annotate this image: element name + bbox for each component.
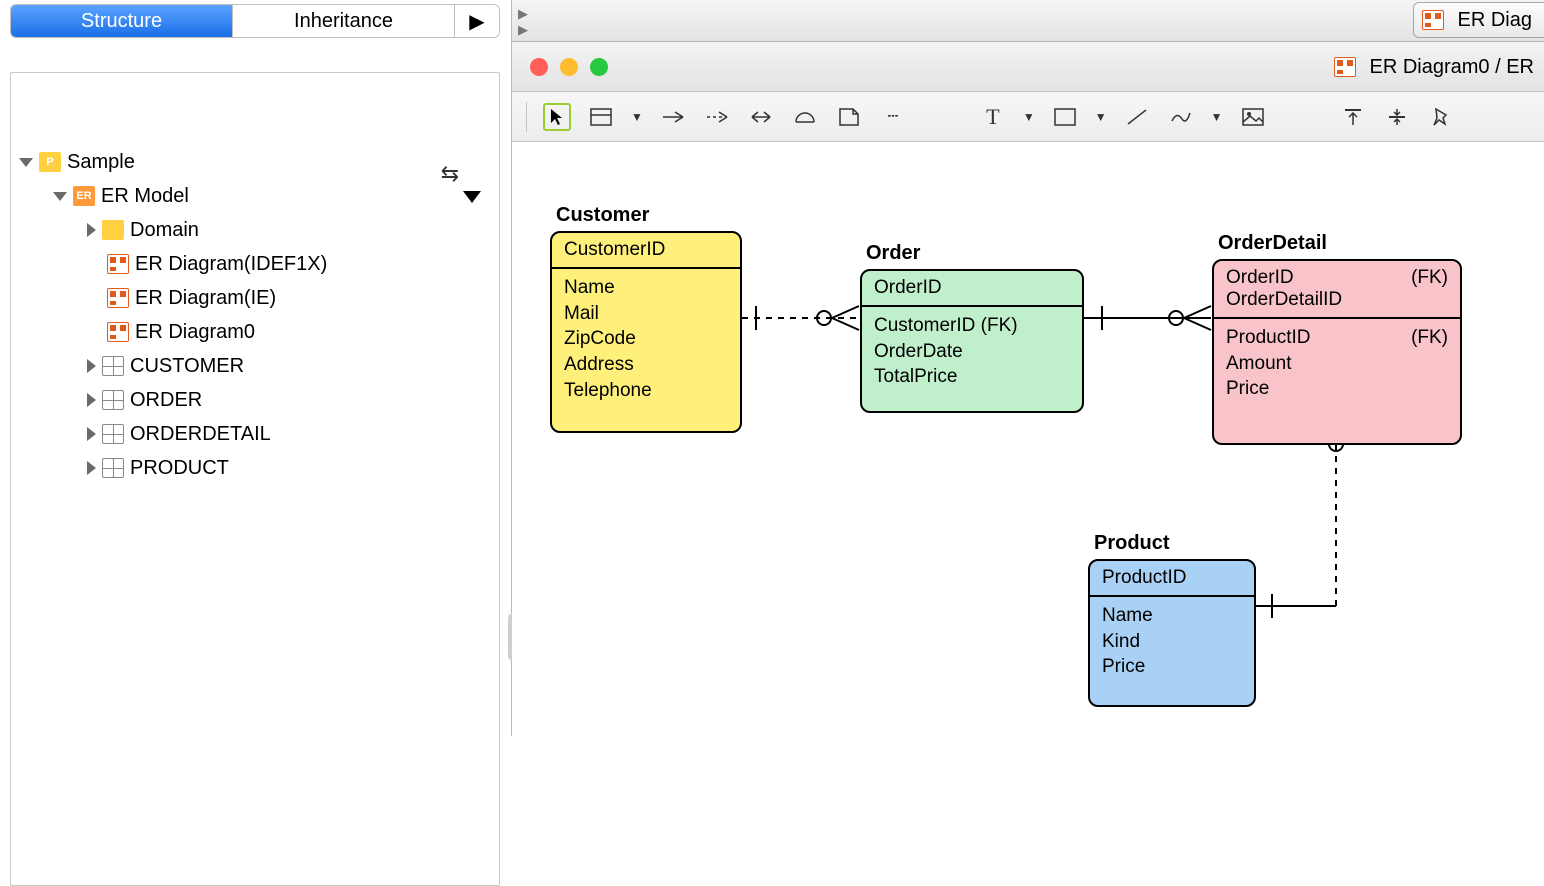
text-tool-button[interactable]: T bbox=[979, 103, 1007, 131]
disclosure-icon[interactable] bbox=[53, 192, 67, 201]
tree-domain[interactable]: ▇ Domain bbox=[11, 213, 499, 247]
pin-button[interactable] bbox=[1427, 103, 1455, 131]
identifying-rel-button[interactable] bbox=[659, 103, 687, 131]
entity-attrs: Name Mail ZipCode Address Telephone bbox=[552, 269, 740, 409]
tree-table-label: CUSTOMER bbox=[130, 355, 244, 378]
tab-structure[interactable]: Structure bbox=[11, 5, 233, 37]
tab-more[interactable]: ▶ bbox=[455, 5, 499, 37]
dash-tool-button[interactable]: ┄ bbox=[879, 103, 907, 131]
chevron-down-icon[interactable]: ▼ bbox=[1023, 110, 1035, 124]
tree-table-customer[interactable]: CUSTOMER bbox=[11, 349, 499, 383]
document-tab[interactable]: ER Diag bbox=[1413, 2, 1544, 38]
entity-pk: CustomerID bbox=[552, 233, 740, 269]
sidebar-tabbar: Structure Inheritance ▶ bbox=[10, 4, 500, 38]
package-icon: P bbox=[39, 152, 61, 172]
tree-panel: ⇆ P Sample ER ER Model ▇ Domain ER Diagr… bbox=[10, 72, 500, 886]
entity-title: OrderDetail bbox=[1212, 232, 1327, 255]
entity-product[interactable]: Product ProductID Name Kind Price bbox=[1088, 532, 1170, 559]
zoom-window-icon[interactable] bbox=[590, 58, 608, 76]
table-icon bbox=[102, 356, 124, 376]
tree-domain-label: Domain bbox=[130, 219, 199, 242]
entity-attrs: Name Kind Price bbox=[1090, 597, 1254, 686]
sidebar: Structure Inheritance ▶ ⇆ P Sample ER ER… bbox=[0, 0, 512, 736]
diagram-canvas[interactable]: Customer CustomerID Name Mail ZipCode Ad… bbox=[512, 142, 1544, 736]
entity-order[interactable]: Order OrderID CustomerID (FK) OrderDate … bbox=[860, 242, 920, 269]
collapse-handle-icon[interactable]: ▶▶ bbox=[518, 6, 528, 38]
chevron-down-icon[interactable]: ▼ bbox=[631, 110, 643, 124]
tree-table-order[interactable]: ORDER bbox=[11, 383, 499, 417]
freehand-tool-button[interactable] bbox=[1167, 103, 1195, 131]
tree-ermodel[interactable]: ER ER Model bbox=[11, 179, 499, 213]
entity-customer[interactable]: Customer CustomerID Name Mail ZipCode Ad… bbox=[550, 204, 649, 231]
tree-table-label: PRODUCT bbox=[130, 457, 229, 480]
entity-pk: ProductID bbox=[1090, 561, 1254, 597]
document-tab-label: ER Diag bbox=[1458, 9, 1532, 32]
minimize-window-icon[interactable] bbox=[560, 58, 578, 76]
chevron-down-icon[interactable]: ▼ bbox=[1095, 110, 1107, 124]
diagram-icon bbox=[1334, 57, 1356, 77]
tree-table-orderdetail[interactable]: ORDERDETAIL bbox=[11, 417, 499, 451]
tree-dropdown-icon[interactable] bbox=[463, 191, 481, 203]
tree-ermodel-label: ER Model bbox=[101, 185, 189, 208]
ermodel-icon: ER bbox=[73, 186, 95, 206]
disclosure-icon[interactable] bbox=[87, 359, 96, 373]
diagram-icon bbox=[107, 322, 129, 342]
diagram-toolbar: ▼ ┄ T ▼ ▼ ▼ bbox=[512, 92, 1544, 142]
tree-diagram-ie[interactable]: ER Diagram(IE) bbox=[11, 281, 499, 315]
window-titlebar: ER Diagram0 / ER bbox=[512, 42, 1544, 92]
toolbar-separator bbox=[526, 102, 527, 132]
valign-top-button[interactable] bbox=[1339, 103, 1367, 131]
tree-diagram-idef1x[interactable]: ER Diagram(IDEF1X) bbox=[11, 247, 499, 281]
entity-tool-button[interactable] bbox=[587, 103, 615, 131]
tree-diagram-0[interactable]: ER Diagram0 bbox=[11, 315, 499, 349]
disclosure-icon[interactable] bbox=[87, 427, 96, 441]
note-tool-button[interactable] bbox=[835, 103, 863, 131]
valign-middle-button[interactable] bbox=[1383, 103, 1411, 131]
editor-pane: ▶▶ ER Diag ER Diagram0 / ER ▼ bbox=[512, 0, 1544, 736]
entity-attrs: CustomerID (FK) OrderDate TotalPrice bbox=[862, 307, 1082, 396]
disclosure-icon[interactable] bbox=[87, 461, 96, 475]
entity-pk: OrderID bbox=[862, 271, 1082, 307]
tree-root-label: Sample bbox=[67, 151, 135, 174]
entity-attrs: ProductID(FK) Amount Price bbox=[1214, 319, 1460, 408]
select-tool-button[interactable] bbox=[543, 103, 571, 131]
document-tabstrip: ▶▶ ER Diag bbox=[512, 0, 1544, 42]
subtype-tool-button[interactable] bbox=[791, 103, 819, 131]
diagram-icon bbox=[107, 288, 129, 308]
close-window-icon[interactable] bbox=[530, 58, 548, 76]
tree-table-label: ORDERDETAIL bbox=[130, 423, 271, 446]
disclosure-icon[interactable] bbox=[19, 158, 33, 167]
document-title: ER Diagram0 / ER bbox=[1334, 42, 1535, 92]
diagram-icon bbox=[1422, 10, 1444, 30]
traffic-lights bbox=[530, 58, 608, 76]
disclosure-icon[interactable] bbox=[87, 393, 96, 407]
tree-table-label: ORDER bbox=[130, 389, 202, 412]
tree-diagram-label: ER Diagram0 bbox=[135, 321, 255, 344]
table-icon bbox=[102, 424, 124, 444]
chevron-down-icon[interactable]: ▼ bbox=[1211, 110, 1223, 124]
entity-title: Product bbox=[1088, 532, 1170, 555]
image-tool-button[interactable] bbox=[1239, 103, 1267, 131]
entity-pk: OrderID(FK) OrderDetailID bbox=[1214, 261, 1460, 319]
folder-icon: ▇ bbox=[102, 220, 124, 240]
sync-icon[interactable]: ⇆ bbox=[441, 161, 459, 187]
table-icon bbox=[102, 390, 124, 410]
line-tool-button[interactable] bbox=[1123, 103, 1151, 131]
entity-orderdetail[interactable]: OrderDetail OrderID(FK) OrderDetailID Pr… bbox=[1212, 232, 1327, 259]
tree-table-product[interactable]: PRODUCT bbox=[11, 451, 499, 485]
tree-root[interactable]: P Sample bbox=[11, 145, 499, 179]
document-title-label: ER Diagram0 / ER bbox=[1370, 56, 1535, 79]
tab-inheritance[interactable]: Inheritance bbox=[233, 5, 455, 37]
manytomany-rel-button[interactable] bbox=[747, 103, 775, 131]
disclosure-icon[interactable] bbox=[87, 223, 96, 237]
table-icon bbox=[102, 458, 124, 478]
rect-tool-button[interactable] bbox=[1051, 103, 1079, 131]
tree-diagram-label: ER Diagram(IE) bbox=[135, 287, 276, 310]
diagram-icon bbox=[107, 254, 129, 274]
tree-diagram-label: ER Diagram(IDEF1X) bbox=[135, 253, 327, 276]
nonidentifying-rel-button[interactable] bbox=[703, 103, 731, 131]
entity-title: Customer bbox=[550, 204, 649, 227]
entity-title: Order bbox=[860, 242, 920, 265]
